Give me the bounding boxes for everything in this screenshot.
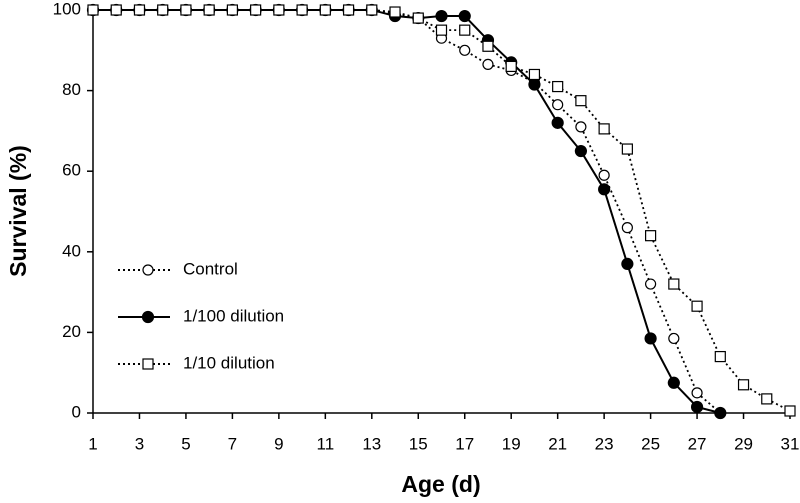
data-point xyxy=(366,4,378,16)
data-point xyxy=(668,278,680,290)
data-point xyxy=(644,230,657,242)
data-point xyxy=(482,58,494,71)
data-point xyxy=(133,4,146,16)
data-point xyxy=(714,406,727,420)
x-tick-label: 3 xyxy=(135,434,144,453)
x-tick-label: 13 xyxy=(362,434,381,453)
x-tick-label: 29 xyxy=(734,434,753,453)
x-tick-label: 25 xyxy=(641,434,660,453)
data-point xyxy=(575,95,587,107)
y-tick-label: 60 xyxy=(62,161,81,180)
series-line xyxy=(93,9,791,412)
x-tick-label: 27 xyxy=(688,434,707,453)
data-point xyxy=(714,350,726,363)
legend-label: 1/10 dilution xyxy=(183,353,275,372)
x-tick-label: 1 xyxy=(88,434,97,453)
x-tick-label: 31 xyxy=(781,434,800,453)
data-point xyxy=(342,4,355,16)
data-point xyxy=(690,400,704,414)
data-point xyxy=(458,9,471,23)
data-point xyxy=(435,24,448,36)
y-tick-label: 0 xyxy=(72,402,81,421)
data-point xyxy=(482,40,494,52)
data-point xyxy=(110,4,122,16)
x-axis-title: Age (d) xyxy=(401,471,480,497)
data-point xyxy=(644,332,657,345)
data-point xyxy=(552,99,564,111)
data-point xyxy=(598,183,611,196)
data-point xyxy=(621,257,634,270)
data-point xyxy=(203,4,215,16)
data-point xyxy=(691,300,703,312)
data-point xyxy=(575,121,587,133)
data-point xyxy=(157,4,169,16)
data-point xyxy=(87,4,99,16)
legend-marker xyxy=(142,358,154,370)
x-tick-label: 23 xyxy=(595,434,614,453)
legend-marker xyxy=(142,264,154,276)
data-point xyxy=(180,4,192,16)
data-point xyxy=(598,169,610,181)
x-tick-label: 15 xyxy=(409,434,428,453)
legend-label: 1/100 dilution xyxy=(183,306,284,325)
data-point xyxy=(412,12,424,24)
data-point xyxy=(528,78,541,91)
x-tick-label: 7 xyxy=(228,434,237,453)
legend-marker xyxy=(141,310,155,324)
data-point xyxy=(528,68,541,81)
y-axis-title: Survival (%) xyxy=(5,145,31,277)
data-point xyxy=(296,4,308,16)
data-point xyxy=(621,222,633,234)
data-point xyxy=(574,144,588,158)
series-line xyxy=(93,9,721,414)
data-point xyxy=(459,24,471,36)
x-tick-label: 21 xyxy=(548,434,567,453)
data-point xyxy=(319,4,331,16)
y-tick-label: 100 xyxy=(53,0,81,18)
data-point xyxy=(250,4,262,16)
data-point xyxy=(691,387,703,399)
data-point xyxy=(552,80,564,93)
data-point xyxy=(784,405,796,417)
x-tick-label: 19 xyxy=(502,434,521,453)
data-point xyxy=(667,376,680,389)
data-point xyxy=(598,123,610,135)
data-point xyxy=(226,4,238,16)
data-point xyxy=(668,332,680,345)
x-tick-label: 5 xyxy=(181,434,190,453)
data-point xyxy=(389,6,401,18)
data-point xyxy=(621,143,633,155)
y-tick-label: 20 xyxy=(62,322,81,341)
y-tick-label: 40 xyxy=(62,241,81,260)
data-point xyxy=(761,393,773,405)
data-point xyxy=(435,9,448,23)
data-point xyxy=(737,379,750,391)
legend-label: Control xyxy=(183,259,238,278)
data-point xyxy=(505,60,517,73)
y-tick-label: 80 xyxy=(62,80,81,99)
data-point xyxy=(273,4,285,16)
data-point xyxy=(644,278,657,290)
series-line xyxy=(93,9,721,414)
data-point xyxy=(459,44,471,56)
data-point xyxy=(551,116,564,129)
x-tick-label: 11 xyxy=(317,434,335,453)
x-tick-label: 9 xyxy=(274,434,283,453)
x-tick-label: 17 xyxy=(455,434,474,453)
